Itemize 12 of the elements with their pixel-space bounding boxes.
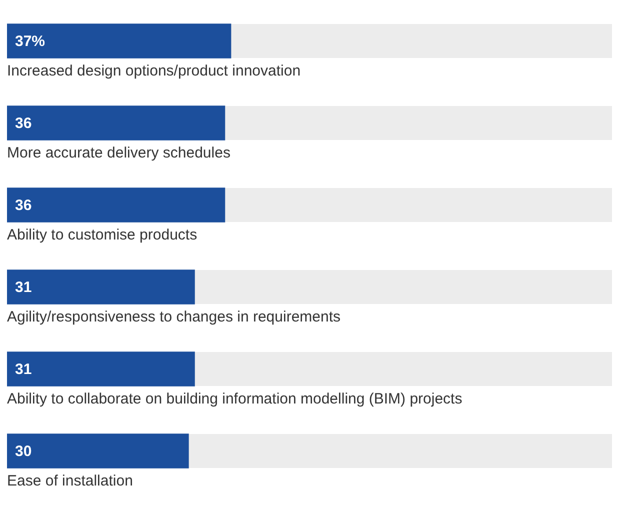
y-tick-label: Ability to customise products <box>7 226 198 244</box>
data-label: 30 <box>15 443 32 460</box>
data-label: 37% <box>15 33 46 50</box>
data-label: 36 <box>15 115 32 132</box>
y-tick-label: Agility/responsiveness to changes in requirements <box>7 308 341 326</box>
y-tick-label: Increased design options/product innovation <box>7 62 301 80</box>
y-tick-label: Ability to collaborate on building information modelling (BIM) projects <box>7 390 462 408</box>
y-tick-label: More accurate delivery schedules <box>7 144 230 162</box>
data-label: 31 <box>15 279 32 296</box>
y-tick-label: Ease of installation <box>7 472 133 490</box>
data-label: 36 <box>15 197 32 214</box>
data-label: 31 <box>15 361 32 378</box>
